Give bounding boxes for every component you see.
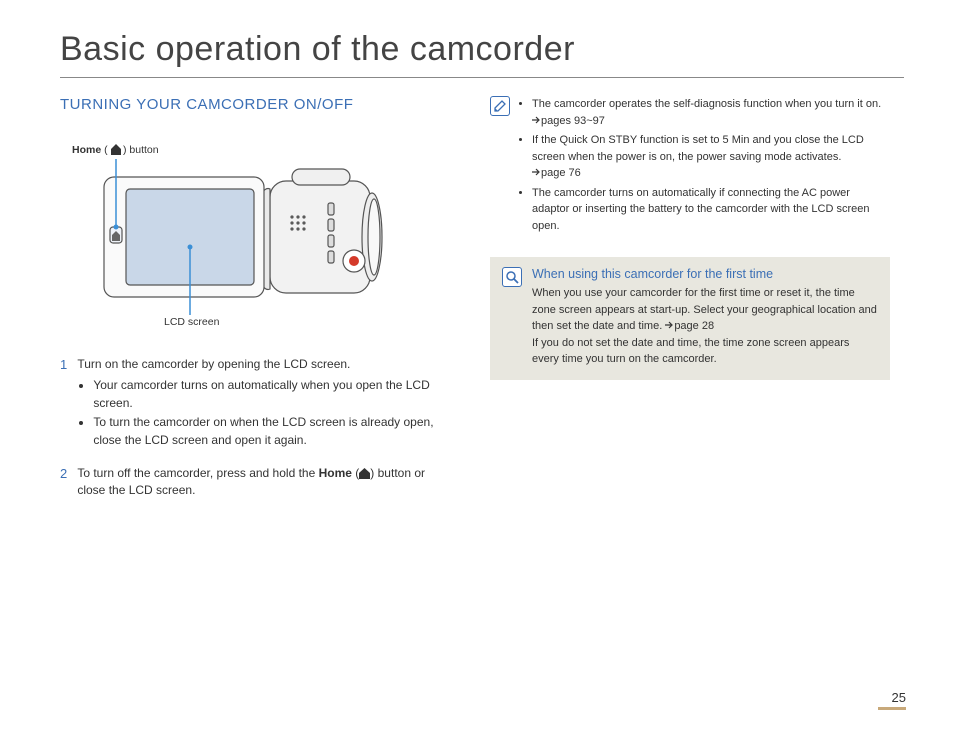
svg-text:Home (: Home ( bbox=[72, 144, 108, 156]
magnify-icon bbox=[502, 267, 522, 287]
home-icon bbox=[359, 468, 370, 479]
note-icon bbox=[490, 96, 510, 116]
callout-body: When you use your camcorder for the firs… bbox=[532, 285, 878, 368]
page-number: 25 bbox=[878, 690, 906, 710]
camcorder-figure: Home ( ) button LCD screen bbox=[60, 129, 460, 334]
step-text: Turn on the camcorder by opening the LCD… bbox=[77, 357, 350, 371]
list-item: To turn the camcorder on when the LCD sc… bbox=[93, 414, 447, 449]
list-item: Your camcorder turns on automatically wh… bbox=[93, 377, 447, 412]
step-number: 1 bbox=[60, 356, 74, 375]
step-1-bullets: Your camcorder turns on automatically wh… bbox=[93, 377, 447, 449]
home-word: Home bbox=[319, 466, 352, 480]
note-block: The camcorder operates the self-diagnosi… bbox=[490, 96, 890, 237]
step-text-pre: To turn off the camcorder, press and hol… bbox=[77, 466, 318, 480]
fig-label-lcd: LCD screen bbox=[164, 316, 220, 328]
step-2: 2 To turn off the camcorder, press and h… bbox=[60, 465, 460, 500]
page-title: Basic operation of the camcorder bbox=[60, 30, 904, 78]
list-item: If the Quick On STBY function is set to … bbox=[532, 132, 890, 182]
step-1: 1 Turn on the camcorder by opening the L… bbox=[60, 356, 460, 451]
content-columns: TURNING YOUR CAMCORDER ON/OFF bbox=[60, 96, 904, 514]
list-item: The camcorder turns on automatically if … bbox=[532, 185, 890, 235]
callout-title: When using this camcorder for the first … bbox=[532, 267, 878, 281]
right-column: The camcorder operates the self-diagnosi… bbox=[490, 96, 890, 514]
note-list: The camcorder operates the self-diagnosi… bbox=[532, 96, 890, 237]
first-time-callout: When using this camcorder for the first … bbox=[490, 257, 890, 380]
left-column: TURNING YOUR CAMCORDER ON/OFF bbox=[60, 96, 460, 514]
step-number: 2 bbox=[60, 465, 74, 484]
section-heading: TURNING YOUR CAMCORDER ON/OFF bbox=[60, 96, 460, 113]
list-item: The camcorder operates the self-diagnosi… bbox=[532, 96, 890, 129]
fig-label-home-prefix: Home bbox=[72, 144, 101, 156]
svg-text:) button: ) button bbox=[123, 144, 159, 156]
